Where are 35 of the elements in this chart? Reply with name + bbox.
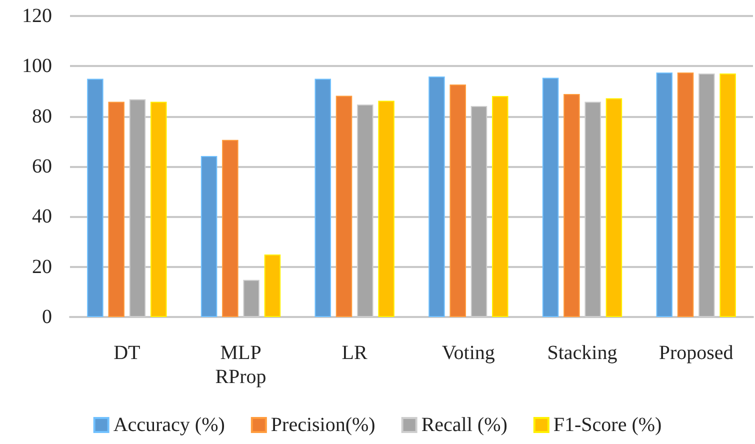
y-tick-label: 20 [32, 256, 52, 278]
bar [222, 140, 238, 317]
bar [720, 73, 736, 317]
bar [378, 100, 394, 317]
legend-label: F1-Score (%) [553, 414, 662, 436]
bar [200, 156, 218, 317]
x-tick-label: LR [342, 342, 368, 364]
x-tick-label: Voting [442, 342, 495, 364]
x-tick-label: MLP RProp [215, 342, 266, 388]
bar [656, 72, 673, 317]
bar [492, 96, 508, 317]
bar [336, 96, 352, 317]
bar [450, 84, 466, 317]
bar [264, 254, 281, 317]
bar [314, 78, 332, 317]
bar [677, 72, 694, 317]
x-tick-label: Stacking [547, 342, 618, 364]
legend-label: Precision(%) [270, 414, 376, 436]
y-tick-label: 0 [42, 306, 52, 328]
y-tick-label: 60 [32, 156, 52, 178]
bar [150, 102, 167, 317]
legend-label: Recall (%) [421, 414, 508, 436]
y-tick-label: 120 [22, 5, 52, 27]
y-tick-label: 40 [32, 206, 52, 228]
bar [606, 98, 622, 317]
bar [542, 78, 559, 317]
y-tick-label: 100 [22, 55, 52, 78]
bar [564, 94, 580, 317]
y-tick-label: 80 [32, 105, 52, 128]
x-tick-label: DT [114, 342, 140, 364]
x-tick-label: Proposed [658, 342, 734, 364]
legend-label: Accuracy (%) [113, 414, 225, 436]
bar [428, 76, 445, 317]
bar [108, 102, 124, 317]
bar [87, 78, 104, 317]
